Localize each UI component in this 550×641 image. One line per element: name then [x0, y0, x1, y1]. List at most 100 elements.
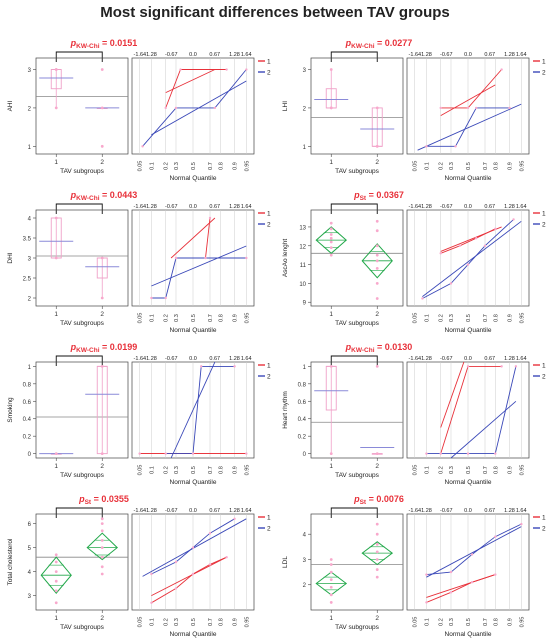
group-plot-frame [310, 513, 404, 611]
probability-tick-label: 0.5 [466, 618, 472, 626]
probability-tick-label: 0.3 [449, 162, 455, 170]
p-symbol: p [345, 38, 352, 48]
probability-tick-label: 0.5 [466, 466, 472, 474]
y-tick-label: 13 [299, 225, 306, 231]
p-symbol: p [70, 190, 77, 200]
group1-fit-line [440, 84, 496, 116]
panel-2: pKW-Chi = 0.0277 1 2 3 LHI 1 2 TAV subgroups 0.0… [282, 38, 546, 182]
group-plot-frame [310, 209, 404, 307]
probability-tick-label: 0.3 [174, 466, 180, 474]
group1-fit-line [151, 556, 227, 597]
group-plot-frame [310, 361, 404, 459]
group2-quantile-point [494, 452, 497, 455]
probability-tick-label: 0.2 [439, 618, 445, 626]
group2-quantile-point [141, 145, 144, 148]
x-tick-label: 1 [54, 311, 58, 318]
y-tick-label: 0.2 [23, 435, 32, 441]
group1-quantile-point [225, 68, 228, 71]
quantile-top-tick-label: 1.64 [241, 356, 252, 362]
group2-quantile-line [165, 365, 235, 455]
y-tick-label: 0.6 [298, 400, 307, 406]
x-tick-label: 2 [100, 159, 104, 166]
y-axis-label: Total cholesterol [7, 538, 14, 586]
x-axis-label: TAV subgroups [335, 168, 380, 175]
group2-quantile-point [421, 297, 424, 300]
probability-tick-label: 0.8 [218, 162, 224, 170]
group1-quantile-point [138, 452, 141, 455]
group1-quantile-point [500, 365, 503, 368]
quantile-top-tick-label: -1.64 [409, 204, 422, 210]
group1-quantile-point [466, 106, 470, 110]
data-point [100, 565, 104, 569]
probability-tick-label: 0.05 [413, 313, 419, 324]
quantile-top-tick-label: 0.0 [189, 52, 197, 58]
legend-label: 2 [267, 526, 271, 533]
data-point [329, 253, 333, 257]
quantile-top-tick-label: -0.67 [440, 356, 453, 362]
group1-quantile-line [151, 556, 227, 604]
group-plot-frame [310, 57, 404, 155]
quantile-top-tick-label: 0.67 [484, 356, 495, 362]
legend-label: 1 [542, 211, 546, 218]
x-tick-label: 1 [329, 463, 333, 470]
quantile-top-tick-label: -1.64 [134, 204, 147, 210]
quantile-top-tick-label: 1.28 [504, 508, 515, 514]
group1-quantile-point [174, 587, 178, 590]
significance-bracket [330, 51, 378, 62]
probability-tick-label: 0.05 [138, 465, 144, 476]
x-axis-label: TAV subgroups [60, 472, 105, 479]
quantile-top-tick-label: -0.67 [165, 204, 178, 210]
probability-tick-label: 0.95 [244, 465, 250, 476]
probability-tick-label: 0.3 [449, 618, 455, 626]
quantile-top-tick-label: 0.67 [484, 52, 495, 58]
x-tick-label: 2 [375, 615, 379, 622]
data-point [100, 144, 104, 148]
group2-quantile-point [425, 145, 428, 148]
group-plot-frame [35, 209, 129, 307]
test-subscript: KW-Chi [76, 43, 100, 50]
data-point [100, 517, 104, 521]
group2-quantile-point [425, 452, 428, 455]
probability-tick-label: 0.05 [413, 465, 419, 476]
panel-7: pSt = 0.0355 3 4 5 6 Total cholesterol 1 2 TAV s… [7, 494, 271, 638]
data-point [54, 216, 58, 220]
x-tick-label: 2 [375, 311, 379, 318]
y-axis-label: Heart rhythm [282, 391, 289, 429]
probability-tick-label: 0.2 [439, 162, 445, 170]
probability-tick-label: 0.5 [466, 314, 472, 322]
data-point [329, 601, 333, 604]
group1-fit-line [170, 217, 216, 259]
probability-tick-label: 0.1 [424, 314, 430, 322]
y-tick-label: 0.6 [23, 400, 32, 406]
probability-tick-label: 0.2 [439, 466, 445, 474]
data-point [100, 106, 104, 110]
group2-quantile-point [245, 68, 248, 71]
quantile-top-tick-label: -1.64 [409, 508, 422, 514]
group2-fit-line [151, 245, 247, 287]
data-point [100, 539, 104, 542]
y-tick-label: 4 [28, 570, 32, 576]
test-subscript: St [360, 195, 367, 202]
data-point [54, 570, 58, 573]
probability-tick-label: 0.5 [466, 162, 472, 170]
group1-quantile-line [426, 574, 496, 603]
group2-quantile-point [466, 263, 470, 266]
p-value: = 0.0443 [100, 190, 138, 200]
quantile-top-tick-label: 1.28 [421, 52, 432, 58]
group1-quantile-point [208, 563, 212, 566]
x-tick-label: 1 [54, 615, 58, 622]
group1-quantile-point [466, 365, 470, 368]
y-axis-label: DHI [7, 252, 14, 263]
data-point [54, 560, 58, 564]
data-point [375, 229, 379, 233]
p-value-label: pSt = 0.0355 [78, 494, 129, 506]
quantile-axis-label: Normal Quantile [170, 631, 217, 638]
probability-tick-label: 0.1 [149, 314, 155, 322]
probability-tick-label: 0.9 [508, 314, 514, 322]
probability-tick-label: 0.9 [233, 466, 239, 474]
y-tick-label: 0.2 [298, 435, 307, 441]
y-tick-label: 1 [28, 365, 32, 371]
probability-tick-label: 0.7 [208, 162, 214, 170]
probability-tick-label: 0.3 [449, 314, 455, 322]
probability-tick-label: 0.3 [174, 162, 180, 170]
